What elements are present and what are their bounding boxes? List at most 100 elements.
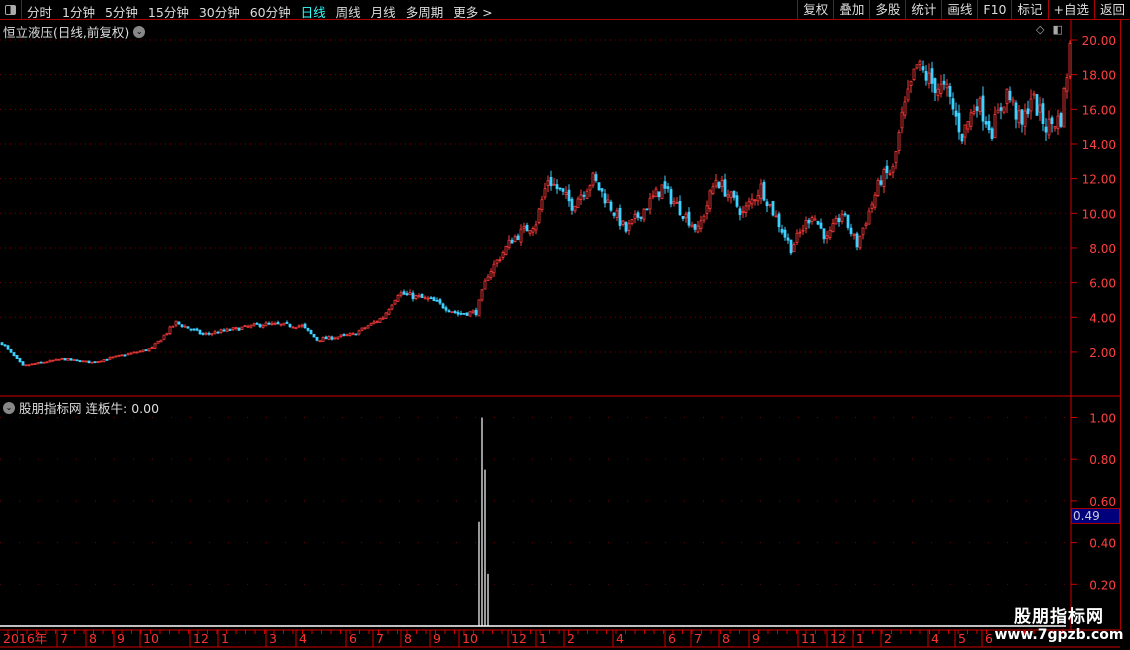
tool-button[interactable]: F10 (977, 0, 1011, 20)
candle-body (246, 325, 250, 328)
tab-period[interactable]: 周线 (335, 5, 361, 20)
tool-button[interactable]: 叠加 (833, 0, 869, 20)
candle-body (882, 168, 886, 188)
candle-body (948, 86, 952, 97)
candle-body (1011, 99, 1015, 103)
main-pane-title: 恒立液压(日线,前复权) ⌄ (3, 22, 146, 41)
candle-body (1053, 126, 1057, 129)
tab-period[interactable]: 分时 (27, 5, 53, 20)
tab-period[interactable]: 多周期 (405, 5, 444, 20)
panel-toggle-button[interactable] (0, 0, 22, 20)
candle-body (423, 296, 427, 299)
panel-icon[interactable]: ◧ (1052, 23, 1063, 36)
tab-period[interactable]: 日线 (300, 5, 326, 20)
tool-button[interactable]: 多股 (869, 0, 905, 20)
candle-body (375, 321, 379, 323)
candle-body (978, 97, 982, 113)
candle-body (759, 183, 763, 199)
candle-body (807, 219, 811, 224)
tool-button[interactable]: 标记 (1011, 0, 1047, 20)
candle-body (816, 220, 820, 225)
candle-body (153, 343, 157, 349)
candle-body (18, 358, 22, 363)
diamond-icon[interactable]: ◇ (1036, 23, 1045, 36)
candle-body (252, 323, 256, 326)
candle-body (219, 329, 223, 333)
tab-period[interactable]: 15分钟 (147, 5, 189, 20)
candle-body (999, 107, 1003, 111)
candle-body (804, 220, 808, 229)
candle-body (714, 179, 718, 187)
candle-body (552, 183, 556, 186)
candle-body (378, 318, 382, 323)
candle-body (363, 327, 367, 330)
candle-body (207, 332, 211, 335)
candle-body (402, 291, 406, 295)
candle-body (1005, 88, 1009, 105)
candle-body (399, 292, 403, 296)
candle-body (837, 217, 841, 223)
candle-body (372, 321, 376, 324)
tab-period[interactable]: 60分钟 (249, 5, 291, 20)
tool-button[interactable]: 统计 (905, 0, 941, 20)
candle-body (825, 235, 829, 240)
time-tick-label: 2 (884, 631, 892, 646)
time-tick-label: 1 (856, 631, 864, 646)
candle-body (255, 322, 259, 325)
candle-body (42, 361, 46, 364)
side-panel-edge[interactable] (1120, 20, 1130, 630)
candle-body (273, 322, 277, 325)
tab-period[interactable]: 30分钟 (198, 5, 240, 20)
time-tick-label: 1 (539, 631, 547, 646)
chevron-down-icon[interactable]: ⌄ (133, 25, 146, 38)
tool-button[interactable]: +自选 (1047, 0, 1094, 20)
candle-body (132, 351, 136, 354)
tab-period[interactable]: 月线 (370, 5, 396, 20)
time-tick-label: 7 (376, 631, 384, 646)
candle-body (1008, 90, 1012, 101)
candle-body (987, 120, 991, 131)
candle-body (108, 357, 112, 360)
candle-body (30, 363, 34, 366)
tab-period[interactable]: 更多 > (453, 5, 493, 20)
candle-body (282, 322, 286, 326)
period-tabs: 分时 1分钟 5分钟 15分钟 30分钟 60分钟 日线 周线 月线 多周期 更多 > (27, 2, 503, 21)
candle-body (516, 235, 520, 240)
candle-body (936, 88, 940, 97)
candle-body (579, 194, 583, 200)
candle-body (54, 358, 58, 361)
tool-button[interactable]: 返回 (1093, 0, 1130, 20)
chevron-down-icon[interactable]: ⌄ (3, 401, 15, 414)
time-tick-label: 6 (349, 631, 357, 646)
candle-body (330, 336, 334, 340)
candle-body (354, 333, 358, 336)
candle-body (57, 358, 61, 361)
candle-body (1068, 43, 1072, 77)
indicator-tick-label: 0.60 (1089, 495, 1116, 509)
candle-body (690, 224, 694, 228)
candle-body (1050, 117, 1054, 124)
candle-body (813, 218, 817, 221)
candle-body (1065, 77, 1069, 92)
candle-body (651, 195, 655, 198)
candle-body (348, 333, 352, 336)
tab-period[interactable]: 5分钟 (104, 5, 138, 20)
tool-button[interactable]: 复权 (797, 0, 833, 20)
candle-body (1029, 98, 1033, 112)
price-tick-label: 14.00 (1082, 138, 1116, 152)
tool-buttons: 复权 叠加 多股 统计 画线 F10 标记 +自选 返回 (797, 0, 1130, 20)
candle-body (831, 223, 835, 233)
candle-body (753, 199, 757, 202)
candle-body (1047, 118, 1051, 136)
candle-body (633, 214, 637, 219)
candle-body (78, 360, 82, 363)
tool-button[interactable]: 画线 (941, 0, 977, 20)
candle-body (951, 98, 955, 110)
candle-body (852, 233, 856, 236)
tab-period[interactable]: 1分钟 (62, 5, 95, 20)
candle-body (417, 295, 421, 298)
time-tick-label: 3 (269, 631, 277, 646)
candle-body (873, 194, 877, 208)
candle-body (126, 353, 130, 356)
